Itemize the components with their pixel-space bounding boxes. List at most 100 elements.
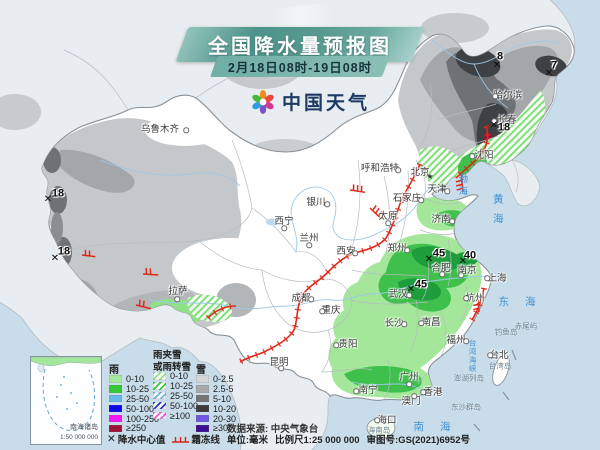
precip-center-value: 40 [463, 249, 477, 262]
city-marker-icon [306, 242, 312, 248]
legend-swatch [196, 414, 209, 423]
legend-sleet-column: 雨夹雪 或雨转雪 0-10 10-25 25-50 50-100 ≥100 [153, 347, 198, 421]
city-marker-icon [174, 296, 180, 302]
legend-range-label: 10-25 [126, 383, 150, 394]
sea-label: 台湾海峡 [468, 339, 478, 373]
city-marker-icon [278, 365, 284, 371]
city-label: 福州 [446, 335, 466, 346]
city-marker-icon [439, 271, 445, 277]
city-label: 南昌 [421, 317, 441, 328]
wind-barb-icons [81, 176, 480, 313]
city-label: 乌鲁木齐 [140, 124, 180, 135]
city-label: 北京 [410, 167, 430, 178]
city-marker-icon [183, 127, 189, 133]
legend-swatch [196, 375, 209, 383]
precip-center-x-icon: ✕ [406, 284, 416, 295]
sea-label: 东海 [498, 296, 552, 309]
city-label: 长春 [497, 115, 517, 126]
precip-center-value: 18 [497, 121, 511, 134]
legend-swatch [196, 394, 209, 403]
city-marker-icon [458, 272, 464, 278]
hainan-island [366, 417, 396, 439]
city-label: 昆明 [269, 357, 289, 368]
legend-row: 0-10 [109, 374, 159, 384]
legend-row: 50-100 [109, 404, 159, 414]
legend-range-label: 50-100 [126, 403, 155, 414]
legend-row: 0-10 [153, 371, 198, 381]
city-label: 武汉 [388, 289, 408, 300]
precip-center-key: ✕ 降水中心值 [107, 433, 166, 446]
legend-range-label: 100-250 [126, 413, 160, 424]
precip-center-x-icon: ✕ [458, 256, 468, 267]
island-label: 海南岛 [367, 425, 391, 435]
city-marker-icon [484, 275, 490, 281]
legend-swatch [153, 411, 166, 420]
pinwheel-logo-icon [252, 89, 274, 114]
legend-row: 20-30 [196, 414, 236, 424]
legend-row: 10-25 [153, 381, 198, 391]
inset-scale: 1:50 000 000 [60, 434, 98, 441]
x-marker-icon: ✕ [107, 433, 116, 445]
city-marker-icon [404, 247, 410, 253]
legend-row: 25-50 [153, 391, 198, 401]
legend-row: ≥30 [196, 423, 236, 433]
approval-note: 审图号:GS(2021)6952号 [366, 435, 470, 446]
city-label: 海口 [377, 415, 397, 426]
precip-center-x-icon: ✕ [544, 68, 554, 79]
legend-row: 100-250 [109, 414, 159, 424]
legend-row: 10-25 [109, 384, 159, 394]
city-marker-icon [463, 338, 469, 344]
city-label: 拉萨 [168, 286, 188, 297]
city-label: 济南 [431, 214, 451, 225]
precip-center-value: 18 [57, 245, 71, 258]
city-marker-icon [308, 296, 314, 302]
legend-swatch [153, 401, 166, 410]
city-label: 西安 [336, 246, 356, 257]
legend-range-label: 10-20 [213, 403, 237, 414]
legend-row: 5-10 [196, 394, 236, 404]
city-label: 兰州 [299, 233, 319, 244]
legend-row: 0-2.5 [196, 374, 236, 384]
legend-range-label: 0-10 [170, 370, 189, 381]
legend-range-label: ≥30 [213, 423, 228, 434]
legend-swatch [196, 385, 209, 393]
legend-range-label: ≥100 [170, 410, 190, 421]
legend-rain-rows: 0-10 10-25 25-50 50-100 100-250 ≥250 [109, 374, 159, 433]
city-marker-icon [418, 197, 424, 203]
legend-swatch [109, 385, 122, 393]
sea-label: 渤海 [456, 173, 468, 199]
legend-swatch [109, 404, 122, 413]
precip-center-value: 45 [414, 278, 428, 291]
precip-center-value: 7 [550, 59, 558, 72]
island-label: 东沙群岛 [451, 402, 481, 412]
data-source-note: 数据来源: 中央气象台 [227, 424, 319, 435]
legend-snow-header: 雪 [196, 365, 206, 376]
city-label: 太原 [378, 211, 398, 222]
frost-line-icon [172, 436, 190, 443]
city-marker-icon [406, 292, 412, 298]
frost-line-key: 霜冻线 [172, 432, 220, 446]
island-label: 澎湖列岛 [454, 373, 484, 383]
legend-range-label: 2.5-5 [213, 383, 234, 394]
city-label: 杭州 [465, 293, 485, 304]
city-marker-icon [324, 201, 330, 207]
city-label: 重庆 [321, 305, 341, 316]
city-marker-icon [420, 389, 426, 395]
legend-row: ≥100 [153, 411, 198, 421]
city-label: 哈尔滨 [493, 90, 523, 101]
legend-range-label: ≥250 [126, 423, 146, 434]
precip-center-value: 8 [496, 50, 504, 63]
city-label: 沈阳 [474, 150, 494, 161]
taiwan-island [492, 354, 510, 386]
city-marker-icon [406, 381, 412, 387]
island-label: 钓鱼岛 [494, 327, 518, 337]
city-label: 呼和浩特 [360, 163, 400, 174]
city-label: 长沙 [384, 318, 404, 329]
city-label: 上海 [487, 273, 507, 284]
city-label: 西宁 [274, 216, 294, 227]
legend-swatch [153, 382, 166, 390]
frost-line [205, 125, 491, 365]
legend-swatch [196, 404, 209, 413]
city-marker-icon [487, 352, 493, 358]
